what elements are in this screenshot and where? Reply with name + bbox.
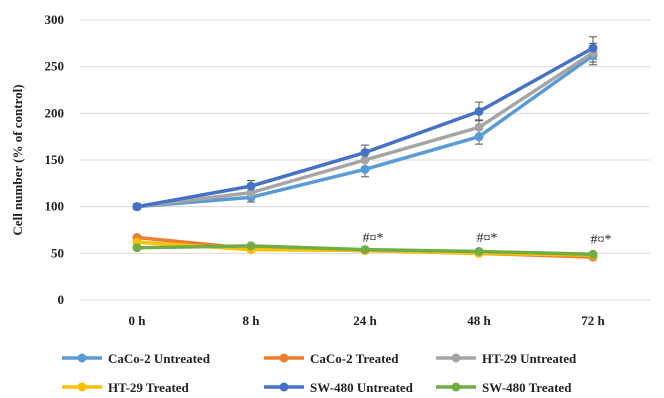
data-point-ht-29-untreated — [246, 188, 256, 198]
gridlines — [80, 19, 650, 301]
legend-swatch-marker — [77, 382, 87, 392]
data-point-sw-480-treated — [132, 243, 142, 253]
legend-item-caco-2-treated: CaCo-2 Treated — [264, 351, 399, 366]
series-line-sw-480-untreated — [135, 46, 595, 209]
data-point-sw-480-treated — [474, 246, 484, 256]
legend-label: SW-480 Treated — [482, 380, 572, 395]
y-tick-label: 100 — [45, 199, 65, 214]
legend-item-ht-29-untreated: HT-29 Untreated — [436, 351, 577, 366]
legend-item-sw-480-treated: SW-480 Treated — [436, 380, 572, 395]
x-tick-label: 8 h — [243, 313, 261, 328]
legend-swatch-marker — [279, 353, 289, 363]
significance-annotations: #¤* #¤* #¤* — [363, 231, 612, 248]
data-point-ht-29-untreated — [360, 155, 370, 165]
legend-item-caco-2-untreated: CaCo-2 Untreated — [62, 351, 211, 366]
x-tick-label: 48 h — [467, 313, 491, 328]
data-point-sw-480-untreated — [588, 43, 598, 53]
data-point-ht-29-untreated — [474, 122, 484, 132]
legend-label: CaCo-2 Untreated — [108, 351, 211, 366]
series-line-ht-29-untreated — [135, 50, 595, 209]
legend-swatch-marker — [451, 353, 461, 363]
data-point-sw-480-untreated — [360, 148, 370, 158]
y-tick-label: 0 — [58, 292, 65, 307]
data-point-sw-480-treated — [360, 245, 370, 255]
legend-swatch-marker — [279, 382, 289, 392]
legend-item-sw-480-untreated: SW-480 Untreated — [264, 380, 414, 395]
legend-swatch-marker — [451, 382, 461, 392]
legend-item-ht-29-treated: HT-29 Treated — [62, 380, 190, 395]
legend: CaCo-2 Untreated CaCo-2 Treated HT-29 Untr… — [62, 351, 577, 395]
data-point-sw-480-untreated — [132, 202, 142, 212]
error-bars — [133, 36, 597, 260]
significance-marker: #¤* — [363, 231, 384, 246]
series-line-caco-2-untreated — [135, 53, 595, 209]
data-point-sw-480-untreated — [474, 106, 484, 116]
data-point-sw-480-treated — [588, 249, 598, 259]
y-axis-ticks: 0 50 100 150 200 250 300 — [45, 12, 65, 307]
y-tick-label: 200 — [45, 105, 65, 120]
legend-label: CaCo-2 Treated — [310, 351, 399, 366]
legend-swatch-marker — [77, 353, 87, 363]
data-point-caco-2-untreated — [474, 132, 484, 142]
y-tick-label: 50 — [51, 245, 64, 260]
x-tick-label: 0 h — [129, 313, 147, 328]
series-points — [132, 43, 598, 262]
significance-marker: #¤* — [477, 231, 498, 246]
data-point-caco-2-untreated — [360, 164, 370, 174]
x-tick-label: 72 h — [581, 313, 605, 328]
x-tick-label: 24 h — [353, 313, 377, 328]
x-axis-ticks: 0 h 8 h 24 h 48 h 72 h — [129, 313, 606, 328]
data-point-sw-480-untreated — [246, 181, 256, 191]
legend-label: SW-480 Untreated — [310, 380, 414, 395]
y-axis-title: Cell number (% of control) — [10, 84, 25, 235]
data-point-sw-480-treated — [246, 241, 256, 251]
significance-marker: #¤* — [591, 233, 612, 248]
legend-label: HT-29 Untreated — [482, 351, 577, 366]
y-tick-label: 150 — [45, 152, 65, 167]
y-tick-label: 250 — [45, 59, 65, 74]
y-tick-label: 300 — [45, 12, 65, 27]
legend-label: HT-29 Treated — [108, 380, 190, 395]
